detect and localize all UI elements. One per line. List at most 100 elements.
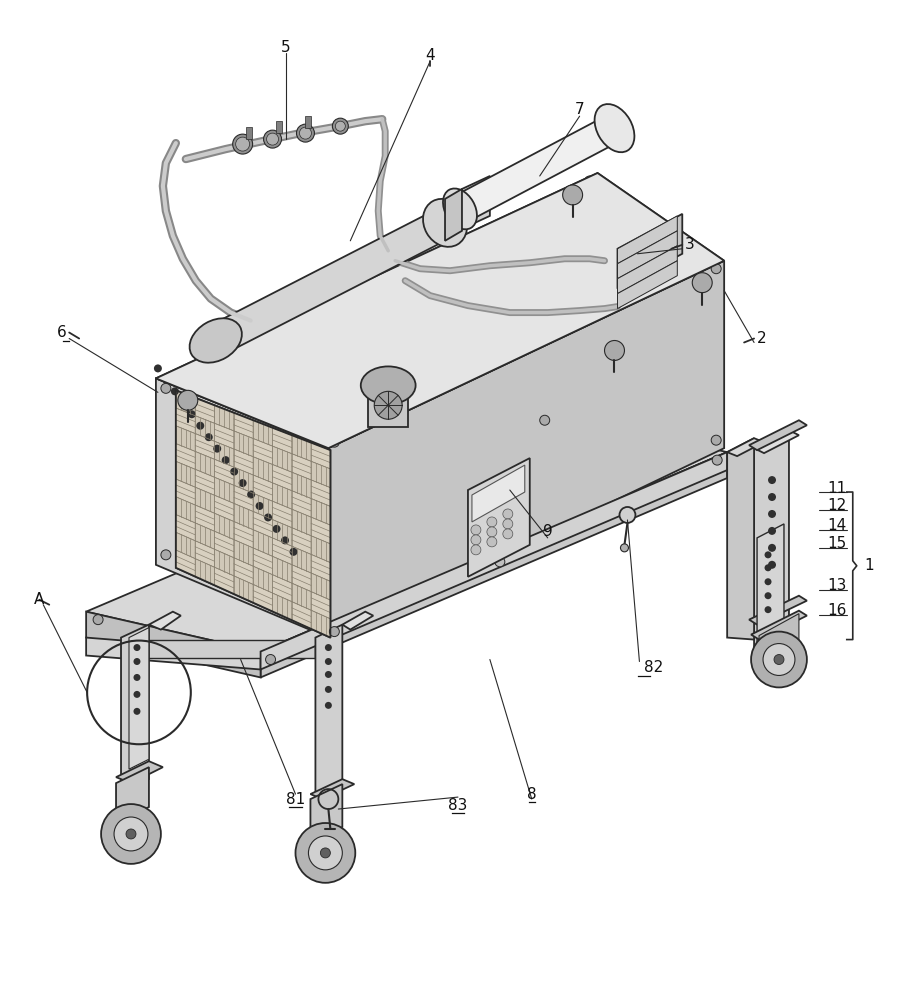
Polygon shape bbox=[750, 611, 806, 640]
Circle shape bbox=[296, 124, 314, 142]
Polygon shape bbox=[214, 477, 234, 503]
Polygon shape bbox=[253, 548, 272, 575]
Polygon shape bbox=[311, 536, 330, 563]
Polygon shape bbox=[246, 127, 251, 139]
Circle shape bbox=[502, 529, 512, 539]
Circle shape bbox=[295, 823, 355, 883]
Polygon shape bbox=[234, 449, 253, 475]
Text: 3: 3 bbox=[684, 237, 694, 252]
Polygon shape bbox=[176, 532, 195, 559]
Circle shape bbox=[764, 592, 770, 599]
Circle shape bbox=[126, 829, 135, 839]
Circle shape bbox=[502, 519, 512, 529]
Circle shape bbox=[154, 364, 162, 372]
Polygon shape bbox=[292, 528, 311, 554]
Circle shape bbox=[134, 708, 140, 715]
Polygon shape bbox=[275, 121, 281, 133]
Polygon shape bbox=[214, 495, 234, 521]
Circle shape bbox=[134, 691, 140, 698]
Circle shape bbox=[213, 445, 221, 453]
Circle shape bbox=[272, 525, 280, 533]
Circle shape bbox=[470, 545, 480, 555]
Polygon shape bbox=[292, 602, 311, 629]
Circle shape bbox=[487, 537, 497, 547]
Polygon shape bbox=[234, 467, 253, 493]
Polygon shape bbox=[311, 610, 330, 638]
Polygon shape bbox=[234, 521, 253, 548]
Polygon shape bbox=[260, 452, 726, 669]
Circle shape bbox=[134, 644, 140, 651]
Polygon shape bbox=[253, 493, 272, 520]
Polygon shape bbox=[468, 458, 529, 577]
Polygon shape bbox=[253, 457, 272, 483]
Polygon shape bbox=[234, 558, 253, 584]
Polygon shape bbox=[328, 261, 723, 638]
Polygon shape bbox=[292, 491, 311, 517]
Polygon shape bbox=[195, 416, 214, 441]
Polygon shape bbox=[176, 461, 195, 487]
Polygon shape bbox=[116, 767, 149, 823]
Circle shape bbox=[324, 644, 331, 651]
Text: 7: 7 bbox=[574, 102, 583, 117]
Circle shape bbox=[161, 383, 171, 393]
Polygon shape bbox=[176, 390, 330, 638]
Polygon shape bbox=[272, 520, 292, 546]
Circle shape bbox=[487, 517, 497, 527]
Text: 4: 4 bbox=[424, 48, 434, 63]
Circle shape bbox=[562, 185, 582, 205]
Circle shape bbox=[171, 387, 179, 395]
Polygon shape bbox=[214, 549, 234, 576]
Circle shape bbox=[264, 513, 272, 521]
Ellipse shape bbox=[360, 366, 415, 404]
Polygon shape bbox=[272, 593, 292, 620]
Polygon shape bbox=[753, 430, 788, 650]
Circle shape bbox=[768, 493, 775, 501]
Polygon shape bbox=[86, 412, 726, 652]
Circle shape bbox=[247, 491, 255, 499]
Circle shape bbox=[101, 804, 161, 864]
Text: 2: 2 bbox=[756, 331, 766, 346]
Polygon shape bbox=[253, 420, 272, 446]
Circle shape bbox=[299, 127, 312, 139]
Circle shape bbox=[374, 391, 402, 419]
Circle shape bbox=[335, 121, 345, 131]
Polygon shape bbox=[195, 398, 214, 423]
Polygon shape bbox=[726, 438, 753, 640]
Polygon shape bbox=[121, 625, 149, 792]
Text: 5: 5 bbox=[281, 40, 290, 55]
Circle shape bbox=[221, 456, 229, 464]
Circle shape bbox=[712, 455, 721, 465]
Polygon shape bbox=[311, 443, 330, 469]
Polygon shape bbox=[214, 513, 234, 540]
Polygon shape bbox=[342, 612, 373, 630]
Polygon shape bbox=[253, 475, 272, 501]
Polygon shape bbox=[195, 523, 214, 549]
Polygon shape bbox=[311, 554, 330, 581]
Polygon shape bbox=[176, 497, 195, 523]
Circle shape bbox=[265, 655, 275, 664]
Circle shape bbox=[238, 479, 247, 487]
Circle shape bbox=[236, 137, 249, 151]
Circle shape bbox=[470, 535, 480, 545]
Circle shape bbox=[324, 671, 331, 678]
Circle shape bbox=[324, 658, 331, 665]
Polygon shape bbox=[272, 575, 292, 602]
Circle shape bbox=[762, 644, 794, 675]
Text: 13: 13 bbox=[826, 578, 845, 593]
Polygon shape bbox=[311, 517, 330, 544]
Circle shape bbox=[308, 836, 342, 870]
Polygon shape bbox=[176, 515, 195, 541]
Polygon shape bbox=[292, 509, 311, 536]
Polygon shape bbox=[195, 559, 214, 585]
Polygon shape bbox=[292, 583, 311, 610]
Circle shape bbox=[768, 527, 775, 535]
Polygon shape bbox=[176, 444, 195, 469]
Circle shape bbox=[764, 564, 770, 571]
Text: 81: 81 bbox=[285, 792, 305, 807]
Polygon shape bbox=[292, 435, 311, 461]
Circle shape bbox=[320, 848, 330, 858]
Polygon shape bbox=[116, 761, 163, 783]
Circle shape bbox=[768, 561, 775, 569]
Polygon shape bbox=[292, 546, 311, 573]
Polygon shape bbox=[310, 784, 342, 842]
